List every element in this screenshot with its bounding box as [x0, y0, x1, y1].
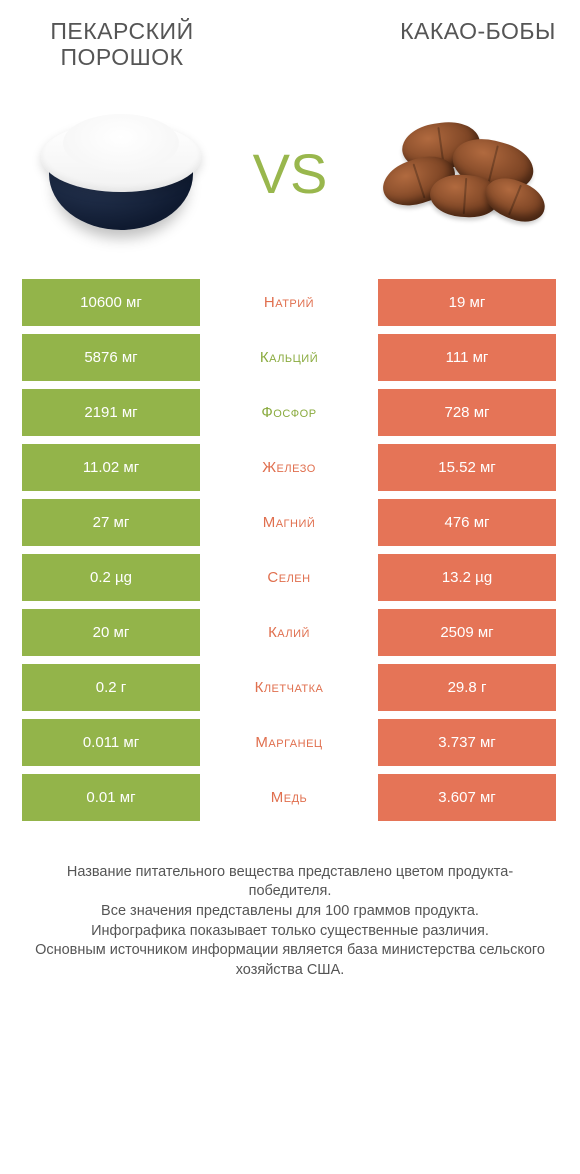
left-value-cell: 0.2 г — [22, 664, 200, 711]
vs-label: VS — [253, 141, 328, 206]
images-row: VS — [22, 99, 558, 249]
cocoa-beans-icon — [374, 119, 544, 229]
table-row: 0.011 мгМарганец3.737 мг — [22, 719, 558, 766]
right-value-cell: 29.8 г — [378, 664, 556, 711]
nutrient-name-cell: Натрий — [200, 279, 378, 326]
table-row: 10600 мгНатрий19 мг — [22, 279, 558, 326]
left-product-image — [26, 99, 216, 249]
footer-line: Название питательного вещества представл… — [28, 863, 552, 902]
nutrient-name-cell: Медь — [200, 774, 378, 821]
right-value-cell: 476 мг — [378, 499, 556, 546]
table-row: 27 мгМагний476 мг — [22, 499, 558, 546]
left-value-cell: 20 мг — [22, 609, 200, 656]
nutrient-name-cell: Селен — [200, 554, 378, 601]
nutrient-name-cell: Фосфор — [200, 389, 378, 436]
footer-line: Инфографика показывает только существенн… — [28, 922, 552, 942]
footer-line: Основным источником информации является … — [28, 941, 552, 980]
nutrient-name-cell: Клетчатка — [200, 664, 378, 711]
table-row: 5876 мгКальций111 мг — [22, 334, 558, 381]
table-row: 0.01 мгМедь3.607 мг — [22, 774, 558, 821]
powder-bowl-icon — [41, 114, 201, 234]
nutrient-name-cell: Марганец — [200, 719, 378, 766]
left-value-cell: 27 мг — [22, 499, 200, 546]
left-value-cell: 0.2 µg — [22, 554, 200, 601]
left-product-title: ПЕКАРСКИЙ ПОРОШОК — [22, 18, 222, 71]
table-row: 0.2 гКлетчатка29.8 г — [22, 664, 558, 711]
infographic: ПЕКАРСКИЙ ПОРОШОК КАКАО-БОБЫ VS 10600 мг… — [0, 0, 580, 980]
right-value-cell: 3.607 мг — [378, 774, 556, 821]
nutrient-name-cell: Железо — [200, 444, 378, 491]
nutrient-name-cell: Магний — [200, 499, 378, 546]
left-value-cell: 10600 мг — [22, 279, 200, 326]
titles-row: ПЕКАРСКИЙ ПОРОШОК КАКАО-БОБЫ — [22, 18, 558, 71]
right-value-cell: 2509 мг — [378, 609, 556, 656]
right-value-cell: 728 мг — [378, 389, 556, 436]
right-value-cell: 13.2 µg — [378, 554, 556, 601]
table-row: 20 мгКалий2509 мг — [22, 609, 558, 656]
right-value-cell: 3.737 мг — [378, 719, 556, 766]
footer-notes: Название питательного вещества представл… — [22, 863, 558, 980]
table-row: 0.2 µgСелен13.2 µg — [22, 554, 558, 601]
left-value-cell: 0.011 мг — [22, 719, 200, 766]
left-value-cell: 0.01 мг — [22, 774, 200, 821]
left-value-cell: 5876 мг — [22, 334, 200, 381]
comparison-table: 10600 мгНатрий19 мг 5876 мгКальций111 мг 2… — [22, 279, 558, 821]
right-value-cell: 19 мг — [378, 279, 556, 326]
table-row: 2191 мгФосфор728 мг — [22, 389, 558, 436]
table-row: 11.02 мгЖелезо15.52 мг — [22, 444, 558, 491]
right-value-cell: 15.52 мг — [378, 444, 556, 491]
right-value-cell: 111 мг — [378, 334, 556, 381]
footer-line: Все значения представлены для 100 граммо… — [28, 902, 552, 922]
nutrient-name-cell: Калий — [200, 609, 378, 656]
left-value-cell: 2191 мг — [22, 389, 200, 436]
right-product-title: КАКАО-БОБЫ — [398, 18, 558, 44]
nutrient-name-cell: Кальций — [200, 334, 378, 381]
left-value-cell: 11.02 мг — [22, 444, 200, 491]
right-product-image — [364, 99, 554, 249]
